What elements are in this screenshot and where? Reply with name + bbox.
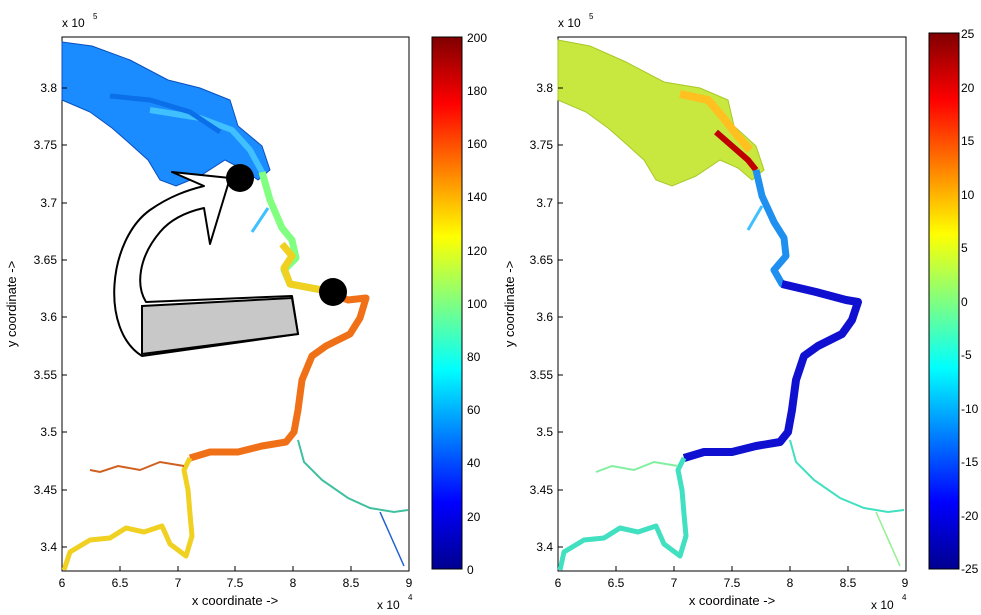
- left-panel: 3.8 3.75 3.7 3.65 3.6 3.55 3.5 3.45 3.4 …: [4, 12, 487, 612]
- right-colorbar-tick-label: 20: [961, 81, 975, 95]
- right-colorbar-tick-label: 5: [961, 241, 968, 255]
- right-x-tick-label: 7.5: [724, 576, 741, 590]
- right-colorbar-tick-label: -15: [961, 455, 979, 469]
- left-estuary-channel: [149, 107, 265, 174]
- right-y-tick-label: 3.4: [536, 540, 553, 554]
- left-x-tick-label: 7: [175, 576, 182, 590]
- left-y-tick-label: 3.55: [34, 368, 58, 382]
- left-colorbar-tick-label: 180: [467, 84, 487, 98]
- right-y-tick-label: 3.5: [536, 425, 553, 439]
- left-colorbar-tick-label: 120: [467, 244, 487, 258]
- right-x-tick-label: 6: [555, 576, 562, 590]
- left-x-tick-label: 6: [59, 576, 66, 590]
- left-y-axis: 3.8 3.75 3.7 3.65 3.6 3.55 3.5 3.45 3.4: [34, 81, 67, 554]
- right-colorbar-tick-label: -20: [961, 509, 979, 523]
- right-y-tick-label: 3.75: [530, 138, 554, 152]
- right-y-tick-label: 3.55: [530, 368, 554, 382]
- right-x-multiplier: x 10: [871, 598, 894, 612]
- left-y-tick-label: 3.75: [34, 138, 58, 152]
- left-y-multiplier: x 10: [62, 16, 85, 30]
- curved-flow-arrow-tail: [141, 296, 300, 356]
- right-x-tick-label: 9: [902, 576, 909, 590]
- left-x-tick-label: 7.5: [227, 576, 244, 590]
- left-x-tick-label: 8: [290, 576, 297, 590]
- right-colorbar-tick-label: -10: [961, 402, 979, 416]
- right-y-tick-label: 3.7: [536, 196, 553, 210]
- right-y-axis: 3.8 3.75 3.7 3.65 3.6 3.55 3.5 3.45 3.4: [530, 81, 563, 554]
- right-x-tick-label: 6.5: [608, 576, 625, 590]
- right-y-multiplier: x 10: [558, 16, 581, 30]
- right-colorbar-tick-label: -5: [961, 348, 972, 362]
- left-x-tick-label: 9: [406, 576, 413, 590]
- station-marker-lower: [319, 278, 347, 306]
- right-tributary-east: [789, 439, 905, 514]
- left-y-tick-label: 3.4: [40, 540, 57, 554]
- right-y-multiplier-exp: 5: [589, 12, 594, 21]
- right-estuary-warm: [679, 90, 754, 153]
- left-y-tick-label: 3.6: [40, 310, 57, 324]
- right-y-tick-label: 3.8: [536, 81, 553, 95]
- left-x-axis: 6 6.5 7 7.5 8 8.5 9: [59, 566, 413, 590]
- right-estuary-hotspot: [714, 129, 759, 172]
- left-colorbar-tick-label: 80: [467, 350, 481, 364]
- right-side-branch: [746, 205, 764, 231]
- left-y-tick-label: 3.65: [34, 253, 58, 267]
- left-river-main: [188, 286, 370, 462]
- left-y-tick-label: 3.5: [40, 425, 57, 439]
- right-x-multiplier-exp: 4: [902, 593, 907, 602]
- left-colorbar-tick-label: 100: [467, 297, 487, 311]
- left-tributary-south: [379, 511, 405, 567]
- right-river-main: [682, 280, 862, 462]
- left-river-lower: [61, 456, 195, 571]
- right-tributary-west: [595, 460, 679, 473]
- right-colorbar-tick-label: 25: [961, 27, 975, 41]
- left-colorbar-tick-label: 40: [467, 456, 481, 470]
- left-colorbar: [431, 36, 463, 570]
- right-y-axis-label: y coordinate ->: [502, 261, 517, 347]
- right-river-upper: [752, 169, 817, 296]
- right-x-tick-label: 8.5: [840, 576, 857, 590]
- left-x-axis-label: x coordinate ->: [192, 593, 278, 608]
- left-tributary-west: [89, 460, 185, 474]
- left-x-tick-label: 8.5: [343, 576, 360, 590]
- right-colorbar-tick-label: 10: [961, 188, 975, 202]
- left-y-tick-label: 3.8: [40, 81, 57, 95]
- right-y-tick-label: 3.6: [536, 310, 553, 324]
- right-x-axis-label: x coordinate ->: [689, 593, 775, 608]
- left-y-axis-label: y coordinate ->: [4, 261, 19, 347]
- right-colorbar-ticks: 25 20 15 10 5 0 -5 -10 -15 -20 -25: [961, 27, 979, 576]
- right-panel: 3.8 3.75 3.7 3.65 3.6 3.55 3.5 3.45 3.4 …: [502, 12, 979, 612]
- right-x-axis: 6 6.5 7 7.5 8 8.5 9: [555, 566, 909, 590]
- right-y-tick-label: 3.65: [530, 253, 554, 267]
- right-tributary-south: [875, 511, 901, 567]
- right-x-tick-label: 8: [787, 576, 794, 590]
- right-x-tick-label: 7: [671, 576, 678, 590]
- left-colorbar-tick-label: 200: [467, 31, 487, 45]
- left-colorbar-tick-label: 0: [467, 563, 474, 577]
- left-y-tick-label: 3.45: [34, 483, 58, 497]
- right-y-tick-label: 3.45: [530, 483, 554, 497]
- right-river-lower: [557, 456, 689, 571]
- station-marker-upper: [226, 164, 254, 192]
- right-colorbar-tick-label: -25: [961, 562, 979, 576]
- right-colorbar-tick-label: 0: [961, 295, 968, 309]
- left-colorbar-tick-label: 160: [467, 137, 487, 151]
- left-tributary-east: [297, 439, 409, 514]
- left-y-multiplier-exp: 5: [93, 12, 98, 21]
- left-x-multiplier: x 10: [377, 598, 400, 612]
- left-colorbar-tick-label: 20: [467, 510, 481, 524]
- right-estuary-region: [557, 39, 765, 187]
- left-side-branch: [250, 207, 270, 233]
- left-colorbar-ticks: 200 180 160 140 120 100 80 60 40 20 0: [467, 31, 487, 577]
- left-x-multiplier-exp: 4: [408, 593, 413, 602]
- right-colorbar-tick-label: 15: [961, 134, 975, 148]
- right-colorbar: [928, 32, 960, 570]
- left-x-tick-label: 6.5: [112, 576, 129, 590]
- left-y-tick-label: 3.7: [40, 196, 57, 210]
- left-colorbar-tick-label: 140: [467, 190, 487, 204]
- left-estuary-shallows: [109, 93, 222, 135]
- left-colorbar-tick-label: 60: [467, 403, 481, 417]
- left-river-upper-yellow: [279, 241, 323, 294]
